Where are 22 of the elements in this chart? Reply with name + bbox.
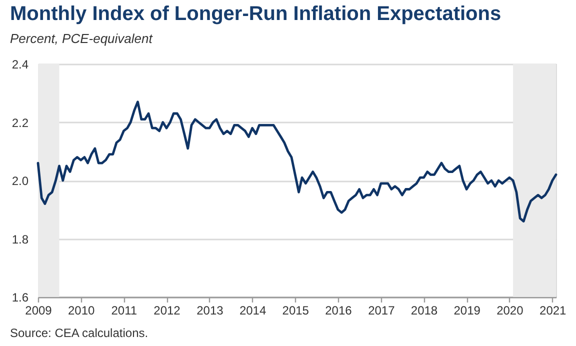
source-note: Source: CEA calculations. <box>10 326 148 340</box>
x-tick-label: 2021 <box>540 304 567 318</box>
chart-subtitle: Percent, PCE-equivalent <box>10 31 154 46</box>
x-tick-label: 2013 <box>196 304 224 318</box>
line-series <box>36 100 558 222</box>
x-tick-label: 2018 <box>410 304 438 318</box>
y-tick-label: 2.0 <box>12 174 29 188</box>
y-tick-label: 1.8 <box>12 232 29 246</box>
x-tick-label: 2009 <box>25 304 52 318</box>
y-tick-label: 2.2 <box>12 116 29 130</box>
x-tick-label: 2010 <box>68 304 96 318</box>
y-tick-label: 1.6 <box>12 290 29 304</box>
x-tick-label: 2020 <box>496 304 524 318</box>
x-tick-label: 2011 <box>111 304 138 318</box>
x-tick-label: 2014 <box>239 304 266 318</box>
x-tick-label: 2016 <box>325 304 352 318</box>
chart-title: Monthly Index of Longer-Run Inflation Expectations <box>10 3 502 25</box>
x-tick-label: 2012 <box>154 304 181 318</box>
x-tick-label: 2017 <box>368 304 396 318</box>
x-tick-label: 2015 <box>282 304 310 318</box>
y-tick-label: 2.4 <box>12 58 29 72</box>
x-tick-label: 2019 <box>454 304 481 318</box>
